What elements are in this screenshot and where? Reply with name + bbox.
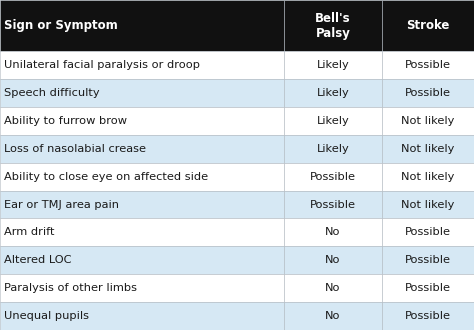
Text: Bell's
Palsy: Bell's Palsy: [315, 12, 351, 40]
Bar: [284, 135, 382, 163]
Text: Possible: Possible: [405, 255, 451, 265]
Text: Unilateral facial paralysis or droop: Unilateral facial paralysis or droop: [4, 60, 200, 70]
Text: Possible: Possible: [310, 172, 356, 182]
Text: Not likely: Not likely: [401, 172, 455, 182]
Bar: [382, 190, 474, 218]
Bar: [382, 51, 474, 79]
Bar: [0, 246, 284, 274]
Bar: [382, 0, 474, 51]
Bar: [0, 0, 284, 51]
Text: Unequal pupils: Unequal pupils: [4, 311, 89, 321]
Bar: [382, 135, 474, 163]
Text: Likely: Likely: [317, 144, 349, 154]
Bar: [382, 274, 474, 302]
Text: Not likely: Not likely: [401, 116, 455, 126]
Bar: [0, 79, 284, 107]
Text: Stroke: Stroke: [406, 19, 449, 32]
Text: Sign or Symptom: Sign or Symptom: [4, 19, 118, 32]
Text: Possible: Possible: [405, 60, 451, 70]
Text: Ear or TMJ area pain: Ear or TMJ area pain: [4, 200, 119, 210]
Text: Possible: Possible: [405, 227, 451, 237]
Bar: [0, 163, 284, 191]
Bar: [0, 218, 284, 246]
Text: Arm drift: Arm drift: [4, 227, 55, 237]
Text: Loss of nasolabial crease: Loss of nasolabial crease: [4, 144, 146, 154]
Bar: [382, 302, 474, 330]
Text: Ability to furrow brow: Ability to furrow brow: [4, 116, 127, 126]
Bar: [284, 302, 382, 330]
Text: Possible: Possible: [310, 200, 356, 210]
Text: Likely: Likely: [317, 88, 349, 98]
Bar: [382, 79, 474, 107]
Bar: [0, 51, 284, 79]
Bar: [284, 79, 382, 107]
Text: Not likely: Not likely: [401, 144, 455, 154]
Text: No: No: [325, 227, 341, 237]
Bar: [0, 274, 284, 302]
Text: No: No: [325, 255, 341, 265]
Bar: [382, 163, 474, 191]
Text: Altered LOC: Altered LOC: [4, 255, 71, 265]
Text: No: No: [325, 283, 341, 293]
Bar: [0, 135, 284, 163]
Text: Possible: Possible: [405, 88, 451, 98]
Bar: [284, 51, 382, 79]
Text: Speech difficulty: Speech difficulty: [4, 88, 100, 98]
Bar: [284, 246, 382, 274]
Bar: [382, 246, 474, 274]
Bar: [284, 218, 382, 246]
Bar: [382, 107, 474, 135]
Bar: [284, 190, 382, 218]
Bar: [284, 107, 382, 135]
Text: Not likely: Not likely: [401, 200, 455, 210]
Text: Ability to close eye on affected side: Ability to close eye on affected side: [4, 172, 208, 182]
Bar: [0, 107, 284, 135]
Text: Paralysis of other limbs: Paralysis of other limbs: [4, 283, 137, 293]
Bar: [382, 218, 474, 246]
Bar: [284, 163, 382, 191]
Bar: [0, 190, 284, 218]
Text: Likely: Likely: [317, 116, 349, 126]
Bar: [0, 302, 284, 330]
Text: Possible: Possible: [405, 311, 451, 321]
Text: No: No: [325, 311, 341, 321]
Bar: [284, 274, 382, 302]
Bar: [284, 0, 382, 51]
Text: Possible: Possible: [405, 283, 451, 293]
Text: Likely: Likely: [317, 60, 349, 70]
